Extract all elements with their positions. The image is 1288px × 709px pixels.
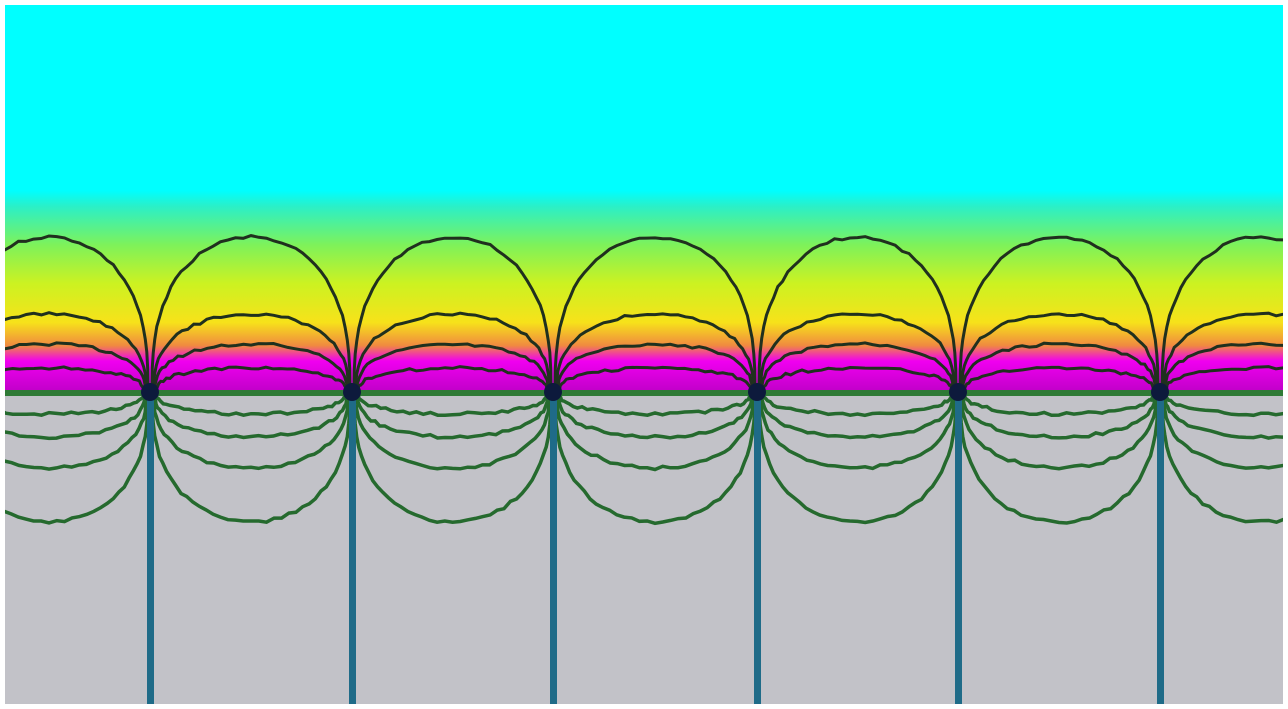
field-line-above: [553, 236, 757, 392]
field-lines-above: [5, 234, 1283, 392]
field-line-below: [1160, 392, 1283, 525]
field-line-above: [356, 365, 549, 392]
field-line-above: [150, 234, 352, 392]
electrode-node-icon: [1151, 383, 1169, 401]
field-line-above: [556, 342, 754, 392]
field-line-above: [757, 235, 958, 392]
field-line-below: [1164, 392, 1283, 418]
field-line-below: [758, 392, 957, 471]
field-line-below: [760, 392, 955, 440]
field-line-above: [354, 311, 551, 392]
field-line-above: [761, 365, 954, 392]
field-line-above: [5, 234, 150, 392]
field-line-below: [554, 392, 756, 472]
field-line-above: [355, 342, 550, 392]
field-line-below: [1161, 392, 1283, 470]
field-line-below: [151, 392, 351, 471]
field-line-above: [557, 365, 753, 392]
electrode-node-icon: [141, 383, 159, 401]
field-line-above: [352, 236, 553, 392]
field-line-below: [5, 392, 146, 417]
lower-substrate-region: [5, 392, 1283, 704]
field-line-above: [1160, 235, 1283, 392]
electrode-wire: [754, 392, 761, 704]
field-line-below: [153, 392, 349, 440]
field-line-below: [1163, 392, 1283, 440]
field-line-below: [355, 392, 550, 440]
field-line-below: [356, 392, 549, 417]
field-line-above: [760, 341, 955, 392]
electrode-node-icon: [343, 383, 361, 401]
field-line-below: [959, 392, 1159, 471]
field-line-above: [961, 341, 1157, 392]
electrode-node-icon: [544, 383, 562, 401]
field-line-below: [154, 392, 348, 417]
field-line-below: [962, 392, 1156, 418]
field-line-above: [5, 341, 147, 392]
electrode-wire: [147, 392, 154, 704]
electrode-node-icon: [748, 383, 766, 401]
electrode-wire: [1157, 392, 1164, 704]
field-line-below: [5, 392, 149, 471]
electrode-wire: [550, 392, 557, 704]
field-line-above: [1163, 341, 1283, 392]
interface-line: [5, 390, 1283, 396]
field-line-above: [958, 235, 1160, 392]
field-line-below: [5, 392, 150, 525]
field-line-above: [154, 365, 348, 392]
field-line-above: [759, 312, 956, 392]
field-line-below: [553, 392, 757, 526]
field-line-above: [153, 341, 349, 392]
field-line-below: [352, 392, 553, 524]
field-line-above: [5, 311, 148, 392]
field-line-below: [961, 392, 1157, 440]
field-line-above: [5, 365, 146, 392]
field-line-below: [5, 392, 147, 441]
field-line-below: [556, 392, 754, 440]
field-line-above: [555, 312, 755, 392]
electrode-node-icon: [949, 383, 967, 401]
field-line-below: [353, 392, 552, 471]
field-line-above: [1164, 365, 1283, 392]
field-line-above: [962, 365, 1156, 392]
field-line-above: [1162, 311, 1283, 392]
field-line-below: [757, 392, 958, 525]
field-line-above: [152, 312, 350, 392]
field-line-below: [761, 392, 954, 418]
field-line-below: [958, 392, 1160, 525]
electrode-wire: [349, 392, 356, 704]
field-line-below: [150, 392, 352, 525]
electrode-wire: [955, 392, 962, 704]
upper-field-region: [5, 5, 1283, 392]
field-lines-below: [5, 392, 1283, 526]
electrode-array: [5, 383, 1283, 704]
field-line-below: [557, 392, 753, 417]
field-line-above: [960, 312, 1158, 392]
